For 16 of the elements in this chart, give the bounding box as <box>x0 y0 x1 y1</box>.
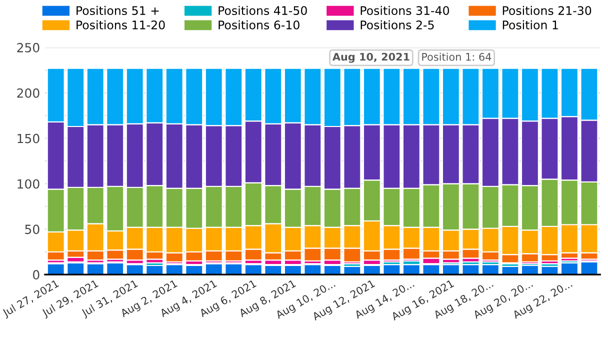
y-tick-label: 0 <box>33 270 40 280</box>
y-tick-label: 100 <box>18 179 40 189</box>
legend-label: Positions 21-30 <box>502 6 592 16</box>
legend-label: Positions 6-10 <box>218 20 300 30</box>
legend-label: Positions 2-5 <box>360 20 434 30</box>
y-tick-label: 50 <box>25 224 40 234</box>
y-tick-label: 150 <box>18 134 40 144</box>
y-tick-label: 200 <box>17 88 40 98</box>
legend-label: Positions 31-40 <box>360 6 450 16</box>
y-tick-label: 250 <box>17 42 40 52</box>
annotation: Position 1: 64 <box>422 52 492 61</box>
legend-label: Position 1 <box>502 20 558 30</box>
legend-label: Positions 11-20 <box>76 20 165 30</box>
legend-label: Positions 51 + <box>76 6 159 16</box>
annotation: Aug 10, 2021 <box>332 52 410 63</box>
legend-label: Positions 41-50 <box>218 6 307 16</box>
